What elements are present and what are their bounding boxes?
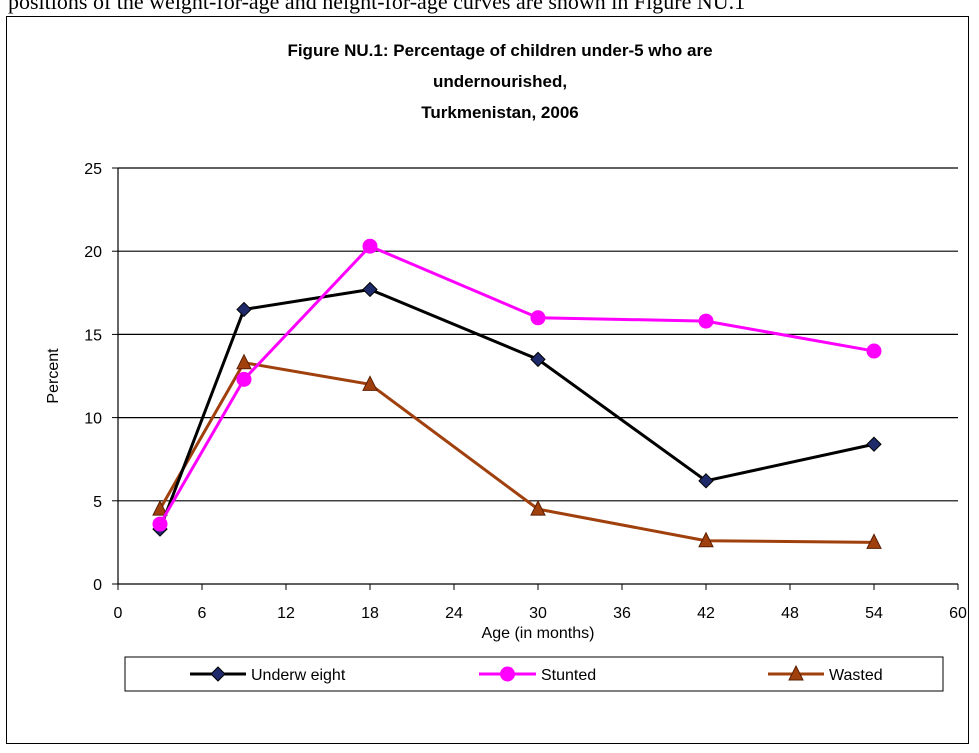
underweight-point [698,473,714,489]
x-tick-labels: 0 6 12 18 24 30 36 42 48 54 60 [114,605,967,622]
y-tick-label: 25 [84,161,102,178]
legend-item-underweight: Underw eight [190,666,346,684]
legend: Underw eight Stunted Wasted [124,656,944,692]
x-axis-title: Age (in months) [482,625,595,642]
x-tick-label: 0 [114,605,123,622]
legend-label: Wasted [829,667,883,684]
wasted-point [866,533,882,549]
y-axis-title: Percent [45,348,62,404]
chart-title-line-1: Figure NU.1: Percentage of children unde… [287,41,712,60]
stunted-point [236,371,252,387]
gridlines [118,167,958,502]
chart-title-line-3: Turkmenistan, 2006 [421,103,578,122]
legend-item-wasted: Wasted [768,664,883,684]
y-tick-label: 10 [84,411,102,428]
series-underweight [152,281,882,537]
stunted-point [698,313,714,329]
series-stunted [152,238,882,532]
y-tick-label: 0 [93,577,102,594]
wasted-point [236,353,252,370]
stunted-point [152,516,168,532]
x-tick-label: 48 [781,605,799,622]
underweight-line [158,287,875,530]
x-tick-label: 30 [529,605,547,622]
wasted-point [530,500,546,516]
stunted-point [530,310,546,326]
x-tick-label: 36 [613,605,631,622]
chart-title-line-2: undernourished, [433,72,567,91]
y-tick-label: 20 [84,244,102,261]
wasted-point [152,500,168,516]
underweight-point [362,281,378,298]
underweight-point [236,301,252,318]
page-top-text-strip: positions of the weight-for-age and heig… [0,0,979,16]
series-wasted [152,353,882,549]
legend-marker [788,664,804,681]
stunted-line [158,244,875,525]
legend-label: Underw eight [251,667,346,684]
x-tick-label: 18 [361,605,379,622]
stunted-point [866,343,882,359]
x-tick-label: 12 [277,605,295,622]
legend-marker [210,666,226,682]
data-series [152,238,882,549]
chart-frame [6,16,969,744]
y-tick-label: 15 [84,327,102,344]
underweight-point [530,351,546,368]
y-tick-label: 5 [93,494,102,511]
underweight-point [866,436,882,452]
legend-item-stunted: Stunted [479,666,596,684]
wasted-point [362,375,378,391]
stunted-point [362,238,378,254]
wasted-line [158,361,875,544]
chart-title: Figure NU.1: Percentage of children unde… [287,41,712,122]
y-tick-labels: 0 5 10 15 20 25 [84,161,102,594]
wasted-point [698,531,714,548]
page-top-text: positions of the weight-for-age and heig… [8,0,746,14]
x-tick-label: 6 [198,605,207,622]
axes [112,167,959,590]
x-tick-label: 54 [865,605,883,622]
legend-marker [500,666,515,682]
x-tick-label: 24 [445,605,463,622]
x-tick-label: 42 [697,605,715,622]
legend-label: Stunted [541,667,596,684]
x-tick-label: 60 [949,605,967,622]
